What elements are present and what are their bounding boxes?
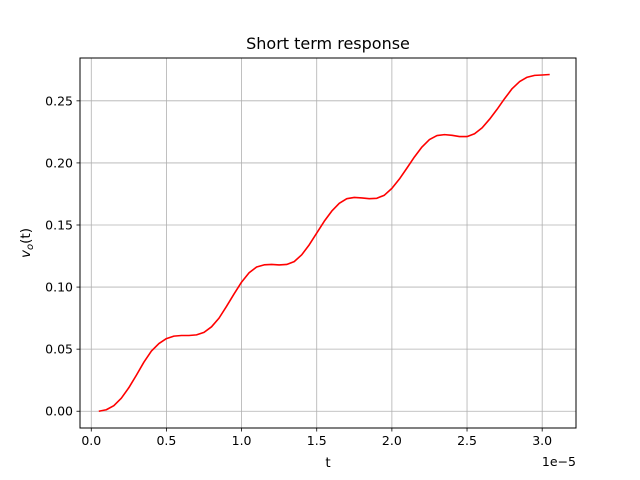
- y-tick-label: 0.20: [45, 155, 73, 170]
- y-tick-label: 0.00: [45, 404, 73, 419]
- x-offset-label: 1e−5: [542, 454, 576, 469]
- y-axis-label: vo(t): [18, 228, 36, 258]
- x-tick-label: 3.0: [532, 433, 552, 448]
- grid: [80, 58, 576, 428]
- series-group: [98, 73, 550, 413]
- axis-ticks: 0.0 0.5 1.0 1.5 2.0 2.5 3.0 0.00 0.05 0.10 0.15 0.2…: [45, 93, 552, 448]
- y-tick-label: 0.10: [45, 280, 73, 295]
- plot-frame: [79, 57, 577, 429]
- y-label-argument: (t): [18, 228, 34, 244]
- series-line: [98, 73, 550, 413]
- x-tick-label: 2.0: [382, 433, 402, 448]
- x-tick-label: 1.5: [307, 433, 327, 448]
- chart-title: Short term response: [246, 34, 410, 53]
- y-tick-label: 0.25: [45, 93, 73, 108]
- y-label-variable: v: [18, 249, 34, 258]
- x-tick-label: 2.5: [457, 433, 477, 448]
- x-axis-label: t: [325, 455, 330, 471]
- x-tick-label: 0.0: [81, 433, 101, 448]
- y-label-subscript: o: [25, 244, 36, 250]
- y-tick-label: 0.15: [45, 217, 73, 232]
- y-tick-label: 0.05: [45, 342, 73, 357]
- x-tick-label: 0.5: [156, 433, 176, 448]
- x-tick-label: 1.0: [232, 433, 252, 448]
